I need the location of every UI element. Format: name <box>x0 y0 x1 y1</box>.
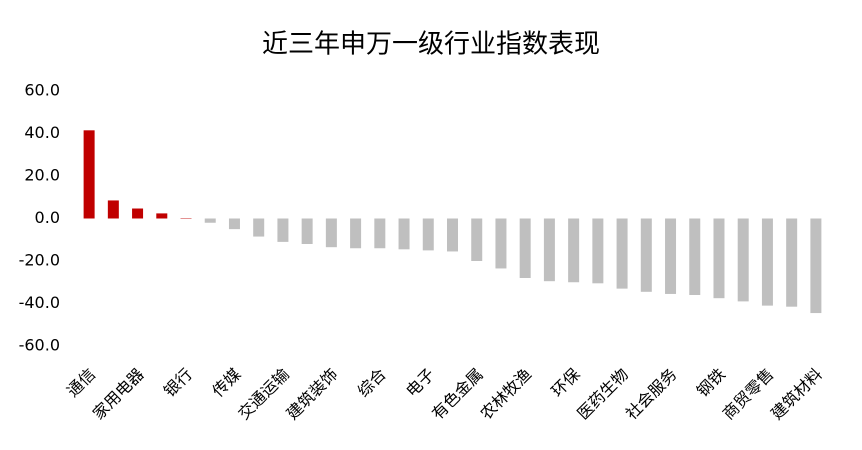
x-tick-label: 家用电器 <box>89 365 148 424</box>
x-tick-label: 钢铁 <box>693 365 729 401</box>
bar <box>228 218 240 230</box>
x-tick-label: 交通运输 <box>234 365 293 424</box>
bar <box>737 218 749 302</box>
y-tick-label: -60.0 <box>19 336 60 355</box>
bar <box>640 218 652 292</box>
bar <box>543 218 555 282</box>
x-tick-label: 社会服务 <box>622 365 681 424</box>
bar <box>810 218 822 314</box>
bar <box>156 213 168 219</box>
x-tick-label: 建筑材料 <box>767 365 826 424</box>
x-tick-label: 农林牧渔 <box>476 365 535 424</box>
bar <box>83 130 95 219</box>
bar <box>422 218 434 251</box>
bar <box>107 200 119 219</box>
y-tick-label: -20.0 <box>19 251 60 270</box>
y-tick-label: 0.0 <box>35 208 60 227</box>
bar <box>277 218 289 242</box>
bar <box>592 218 604 284</box>
x-tick-label: 通信 <box>63 365 99 401</box>
bar <box>689 218 701 295</box>
bar <box>665 218 677 294</box>
x-tick-label: 综合 <box>354 365 390 401</box>
bar <box>398 218 410 250</box>
bar <box>761 218 773 306</box>
bar <box>350 218 362 249</box>
x-tick-label: 商贸零售 <box>719 365 778 424</box>
bar <box>495 218 507 269</box>
x-tick-label: 银行 <box>160 365 196 401</box>
bar <box>132 208 144 219</box>
y-tick-label: 60.0 <box>24 81 60 100</box>
bar <box>447 218 458 252</box>
x-tick-label: 医药生物 <box>573 365 632 424</box>
x-tick-label: 传媒 <box>208 365 244 401</box>
x-tick-label: 有色金属 <box>428 365 487 424</box>
bar <box>713 218 725 299</box>
bar <box>786 218 798 307</box>
x-tick-label: 建筑装饰 <box>283 365 342 424</box>
bar <box>301 218 313 244</box>
bar <box>325 218 337 248</box>
y-tick-label: -40.0 <box>19 293 60 312</box>
bar <box>253 218 265 237</box>
bar <box>471 218 483 261</box>
y-tick-label: 20.0 <box>24 166 60 185</box>
chart-title: 近三年申万一级行业指数表现 <box>262 30 600 60</box>
bar <box>204 218 216 223</box>
bar <box>616 218 628 289</box>
x-tick-label: 环保 <box>548 365 584 401</box>
bar <box>374 218 386 249</box>
bar <box>519 218 531 278</box>
bar <box>568 218 580 283</box>
y-tick-label: 40.0 <box>24 123 60 142</box>
x-tick-label: 电子 <box>402 365 438 401</box>
